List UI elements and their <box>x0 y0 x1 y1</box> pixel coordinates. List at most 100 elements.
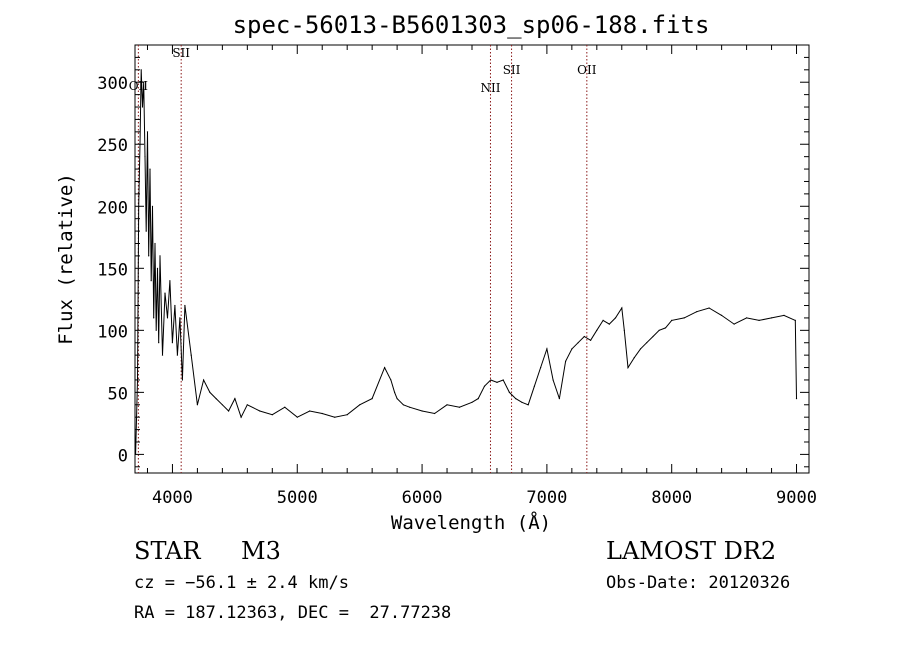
flux-point <box>155 329 157 331</box>
flux-point <box>176 354 178 356</box>
flux-point <box>639 348 642 350</box>
flux-point <box>614 317 617 319</box>
obs-date-readout: Obs-Date: 20120326 <box>606 573 791 593</box>
redshift-readout: cz = −56.1 ± 2.4 km/s <box>134 573 349 593</box>
flux-point <box>166 317 169 319</box>
flux-point <box>421 410 423 412</box>
flux-point <box>671 319 673 321</box>
flux-point <box>271 414 273 416</box>
flux-point <box>179 317 181 319</box>
flux-point <box>794 319 796 321</box>
flux-point <box>150 280 152 282</box>
object-class: STAR <box>134 537 201 565</box>
y-tick-label: 150 <box>97 260 128 280</box>
flux-point <box>477 398 479 400</box>
flux-point <box>196 404 198 406</box>
flux-point <box>623 329 625 331</box>
flux-point <box>334 416 336 418</box>
axis-ticks: 4000 5000 6000 7000 8000 9000 0 50 100 150 200 250 3… <box>97 45 817 508</box>
flux-point <box>758 319 760 321</box>
flux-point <box>483 385 486 387</box>
flux-point <box>136 379 139 381</box>
flux-point <box>390 379 392 381</box>
y-tick-label: 0 <box>118 446 128 466</box>
emission-line-label: SII <box>503 63 521 77</box>
emission-line-label: OII <box>129 79 149 93</box>
flux-point <box>149 168 151 170</box>
y-axis-label: Flux (relative) <box>55 173 77 345</box>
flux-point <box>771 317 773 319</box>
flux-point <box>143 81 145 83</box>
flux-point <box>184 304 186 307</box>
flux-point <box>174 304 176 307</box>
flux-point <box>141 106 144 108</box>
flux-point <box>221 404 223 406</box>
flux-point <box>409 406 411 408</box>
flux-point <box>571 348 573 350</box>
x-tick-label: 5000 <box>277 488 318 508</box>
flux-point <box>161 354 164 356</box>
flux-point <box>696 311 698 313</box>
flux-point <box>533 385 536 387</box>
flux-point <box>746 317 748 319</box>
flux-point <box>471 401 473 403</box>
flux-point <box>396 398 398 400</box>
flux-point <box>140 69 142 71</box>
flux-point <box>371 398 373 400</box>
y-tick-label: 50 <box>108 384 128 404</box>
flux-point <box>284 406 286 408</box>
flux-point <box>633 357 635 359</box>
flux-point <box>234 398 236 400</box>
y-tick-label: 300 <box>97 74 128 94</box>
flux-point <box>159 255 161 257</box>
flux-point <box>309 410 311 412</box>
flux-point <box>664 327 667 329</box>
flux-point <box>658 329 660 331</box>
flux-point <box>156 267 159 269</box>
flux-point <box>608 323 610 325</box>
flux-point <box>683 317 685 319</box>
flux-point <box>577 342 579 344</box>
y-tick-label: 200 <box>97 198 128 218</box>
flux-point <box>458 406 461 408</box>
flux-point <box>515 398 517 400</box>
survey-label: LAMOST DR2 <box>606 537 777 565</box>
spectrum-line <box>135 69 797 455</box>
flux-point <box>540 367 542 369</box>
flux-point <box>139 143 141 145</box>
x-tick-label: 6000 <box>402 488 443 508</box>
flux-point <box>583 335 585 338</box>
emission-line-label: OII <box>577 63 597 77</box>
flux-point <box>181 379 183 381</box>
flux-point <box>527 404 529 406</box>
flux-point <box>153 317 155 319</box>
flux-point <box>203 379 205 381</box>
flux-point <box>171 342 173 344</box>
flux-point <box>546 348 548 350</box>
flux-point <box>346 414 348 416</box>
flux-point <box>394 391 396 393</box>
coordinates-readout: RA = 187.12363, DEC = 27.77238 <box>134 603 452 623</box>
spectrum-series <box>135 69 798 455</box>
flux-point <box>138 205 140 207</box>
flux-point <box>215 398 217 400</box>
flux-point <box>721 314 723 316</box>
x-axis-label: Wavelength (Å) <box>391 511 551 534</box>
flux-point <box>209 391 211 393</box>
flux-point <box>246 404 248 406</box>
flux-point <box>434 412 436 415</box>
flux-point <box>145 230 147 232</box>
flux-point <box>158 342 160 344</box>
flux-point <box>321 412 323 415</box>
flux-point <box>154 242 156 245</box>
flux-point <box>359 404 361 406</box>
flux-point <box>621 307 623 309</box>
flux-point <box>795 398 798 400</box>
flux-point <box>446 404 448 406</box>
flux-point <box>228 410 230 412</box>
flux-point <box>384 367 386 369</box>
x-tick-label: 4000 <box>152 488 193 508</box>
flux-point <box>146 131 149 133</box>
